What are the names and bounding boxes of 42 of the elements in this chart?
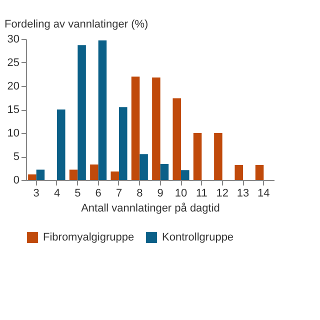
x-tick-label: 10	[174, 188, 188, 200]
x-tick-label: 12	[216, 188, 228, 200]
bar	[78, 45, 86, 180]
x-axis-title: Antall vannlatinger på dagtid	[81, 202, 220, 214]
bar	[160, 164, 169, 180]
bar	[255, 164, 264, 180]
bar	[110, 172, 119, 180]
bar	[98, 40, 107, 180]
x-tick-label: 9	[157, 188, 164, 200]
bar	[140, 154, 148, 180]
y-tick-label: 25	[7, 57, 20, 69]
bar	[57, 110, 66, 180]
bar	[193, 133, 202, 180]
x-tick-label: 13	[236, 188, 250, 200]
y-tick-label: 10	[7, 128, 20, 140]
bar	[36, 170, 45, 180]
legend-label: Kontrollgruppe	[162, 232, 234, 244]
y-axis-title: Fordeling av vannlatinger (%)	[4, 18, 148, 30]
bar	[181, 170, 190, 180]
y-tick-label: 5	[13, 151, 20, 163]
y-tick-label: 20	[7, 80, 20, 92]
y-tick-label: 15	[7, 104, 20, 116]
y-tick-label: 0	[13, 174, 20, 186]
bar	[234, 164, 243, 180]
x-tick-label: 5	[74, 188, 81, 200]
bar	[152, 78, 160, 180]
bar	[214, 133, 222, 180]
x-tick-label: 8	[136, 188, 143, 200]
y-tick-label: 30	[7, 34, 20, 46]
x-tick-label: 3	[33, 188, 40, 200]
bar	[131, 76, 140, 180]
bar	[28, 174, 36, 180]
x-tick-label: 7	[116, 188, 122, 200]
bar	[90, 164, 98, 180]
x-tick-label: 4	[54, 188, 60, 200]
bar	[119, 107, 128, 180]
legend-label: Fibromyalgigruppe	[43, 232, 134, 244]
bar	[172, 98, 181, 180]
x-tick-label: 14	[258, 188, 270, 200]
x-tick-label: 11	[196, 188, 208, 200]
bar	[69, 170, 78, 180]
x-tick-label: 6	[95, 188, 102, 200]
